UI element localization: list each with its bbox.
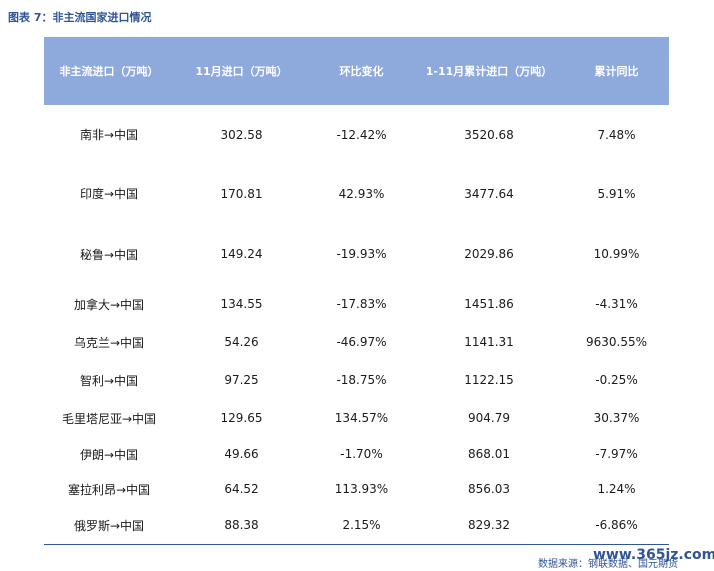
cell-ytd-yoy: 5.91% — [597, 186, 636, 201]
cell-ytd-import: 1141.31 — [464, 335, 514, 349]
cell-mom-change: 2.15% — [309, 507, 414, 545]
cell-nov-import: 134.55 — [220, 297, 263, 311]
cell-mom-change: 42.93% — [338, 186, 385, 201]
cell-mom-change: -19.93% — [336, 247, 387, 261]
cell-ytd-yoy: -4.31% — [595, 297, 638, 311]
cell-ytd-import: 829.32 — [414, 507, 564, 545]
cell-route: 乌克兰→中国 — [73, 335, 145, 350]
data-source-note: 数据来源：钢联数据、国元期货 — [538, 559, 678, 570]
cell-route: 伊朗→中国 — [79, 447, 139, 462]
cell-ytd-yoy: -7.97% — [595, 447, 638, 461]
cell-mom-change: -17.83% — [336, 297, 387, 311]
cell-ytd-import: 1122.15 — [464, 373, 514, 387]
cell-nov-import: 54.26 — [224, 335, 259, 349]
cell-ytd-import: 856.03 — [468, 482, 510, 496]
cell-route: 加拿大→中国 — [73, 297, 145, 312]
cell-ytd-yoy: 1.24% — [597, 482, 636, 496]
cell-nov-import: 302.58 — [220, 127, 263, 142]
cell-route: 智利→中国 — [79, 373, 139, 388]
header-ytd-yoy: 累计同比 — [564, 37, 669, 105]
cell-route: 毛里塔尼亚→中国 — [61, 411, 157, 426]
cell-ytd-import: 868.01 — [468, 447, 510, 461]
cell-ytd-import: 904.79 — [468, 411, 510, 425]
cell-ytd-import: 1451.86 — [464, 297, 514, 311]
table-row: 印度→中国 170.81 42.93% 3477.64 5.91% — [44, 164, 669, 223]
table-row: 加拿大→中国 134.55 -17.83% 1451.86 -4.31% — [44, 285, 669, 323]
cell-route: 塞拉利昂→中国 — [67, 482, 151, 497]
import-table: 非主流进口（万吨） 11月进口（万吨） 环比变化 1-11月累计进口（万吨） 累… — [44, 37, 669, 545]
cell-ytd-import: 3477.64 — [464, 186, 514, 201]
cell-mom-change: -46.97% — [336, 335, 387, 349]
figure-title: 图表 7：非主流国家进口情况 — [8, 11, 152, 24]
cell-nov-import: 88.38 — [174, 507, 309, 545]
table-row: 秘鲁→中国 149.24 -19.93% 2029.86 10.99% — [44, 223, 669, 285]
cell-nov-import: 49.66 — [224, 447, 259, 461]
table-header-row: 非主流进口（万吨） 11月进口（万吨） 环比变化 1-11月累计进口（万吨） 累… — [44, 37, 669, 105]
cell-route: 南非→中国 — [79, 128, 139, 142]
cell-route: 俄罗斯→中国 — [44, 507, 174, 545]
table-row: 毛里塔尼亚→中国 129.65 134.57% 904.79 30.37% — [44, 399, 669, 437]
cell-nov-import: 97.25 — [224, 373, 259, 387]
cell-mom-change: 113.93% — [334, 482, 389, 496]
cell-route: 印度→中国 — [79, 187, 139, 201]
cell-ytd-import: 2029.86 — [464, 247, 514, 261]
cell-mom-change: -18.75% — [336, 373, 387, 387]
cell-ytd-yoy: -6.86% — [564, 507, 669, 545]
table-row: 智利→中国 97.25 -18.75% 1122.15 -0.25% — [44, 361, 669, 399]
cell-mom-change: -1.70% — [340, 447, 383, 461]
table-row: 乌克兰→中国 54.26 -46.97% 1141.31 9630.55% — [44, 323, 669, 361]
cell-route: 秘鲁→中国 — [79, 247, 139, 262]
cell-ytd-import: 3520.68 — [464, 127, 514, 142]
header-nov-import: 11月进口（万吨） — [174, 37, 309, 105]
cell-nov-import: 170.81 — [220, 186, 263, 201]
cell-mom-change: 134.57% — [334, 411, 389, 425]
cell-ytd-yoy: 9630.55% — [585, 335, 648, 349]
header-mom-change: 环比变化 — [309, 37, 414, 105]
cell-mom-change: -12.42% — [336, 127, 387, 142]
cell-ytd-yoy: -0.25% — [595, 373, 638, 387]
cell-nov-import: 129.65 — [220, 411, 263, 425]
cell-nov-import: 64.52 — [224, 482, 259, 496]
watermark-text: www.365jz.com — [593, 547, 714, 563]
table-row: 南非→中国 302.58 -12.42% 3520.68 7.48% — [44, 105, 669, 164]
header-ytd-import: 1-11月累计进口（万吨） — [414, 37, 564, 105]
header-source-country: 非主流进口（万吨） — [44, 37, 174, 105]
cell-ytd-yoy: 7.48% — [597, 127, 636, 142]
cell-ytd-yoy: 10.99% — [593, 247, 640, 261]
table-row: 伊朗→中国 49.66 -1.70% 868.01 -7.97% — [44, 437, 669, 471]
cell-ytd-yoy: 30.37% — [593, 411, 640, 425]
cell-nov-import: 149.24 — [220, 247, 263, 261]
table-row: 塞拉利昂→中国 64.52 113.93% 856.03 1.24% — [44, 471, 669, 507]
table-row: 俄罗斯→中国 88.38 2.15% 829.32 -6.86% — [44, 507, 669, 545]
